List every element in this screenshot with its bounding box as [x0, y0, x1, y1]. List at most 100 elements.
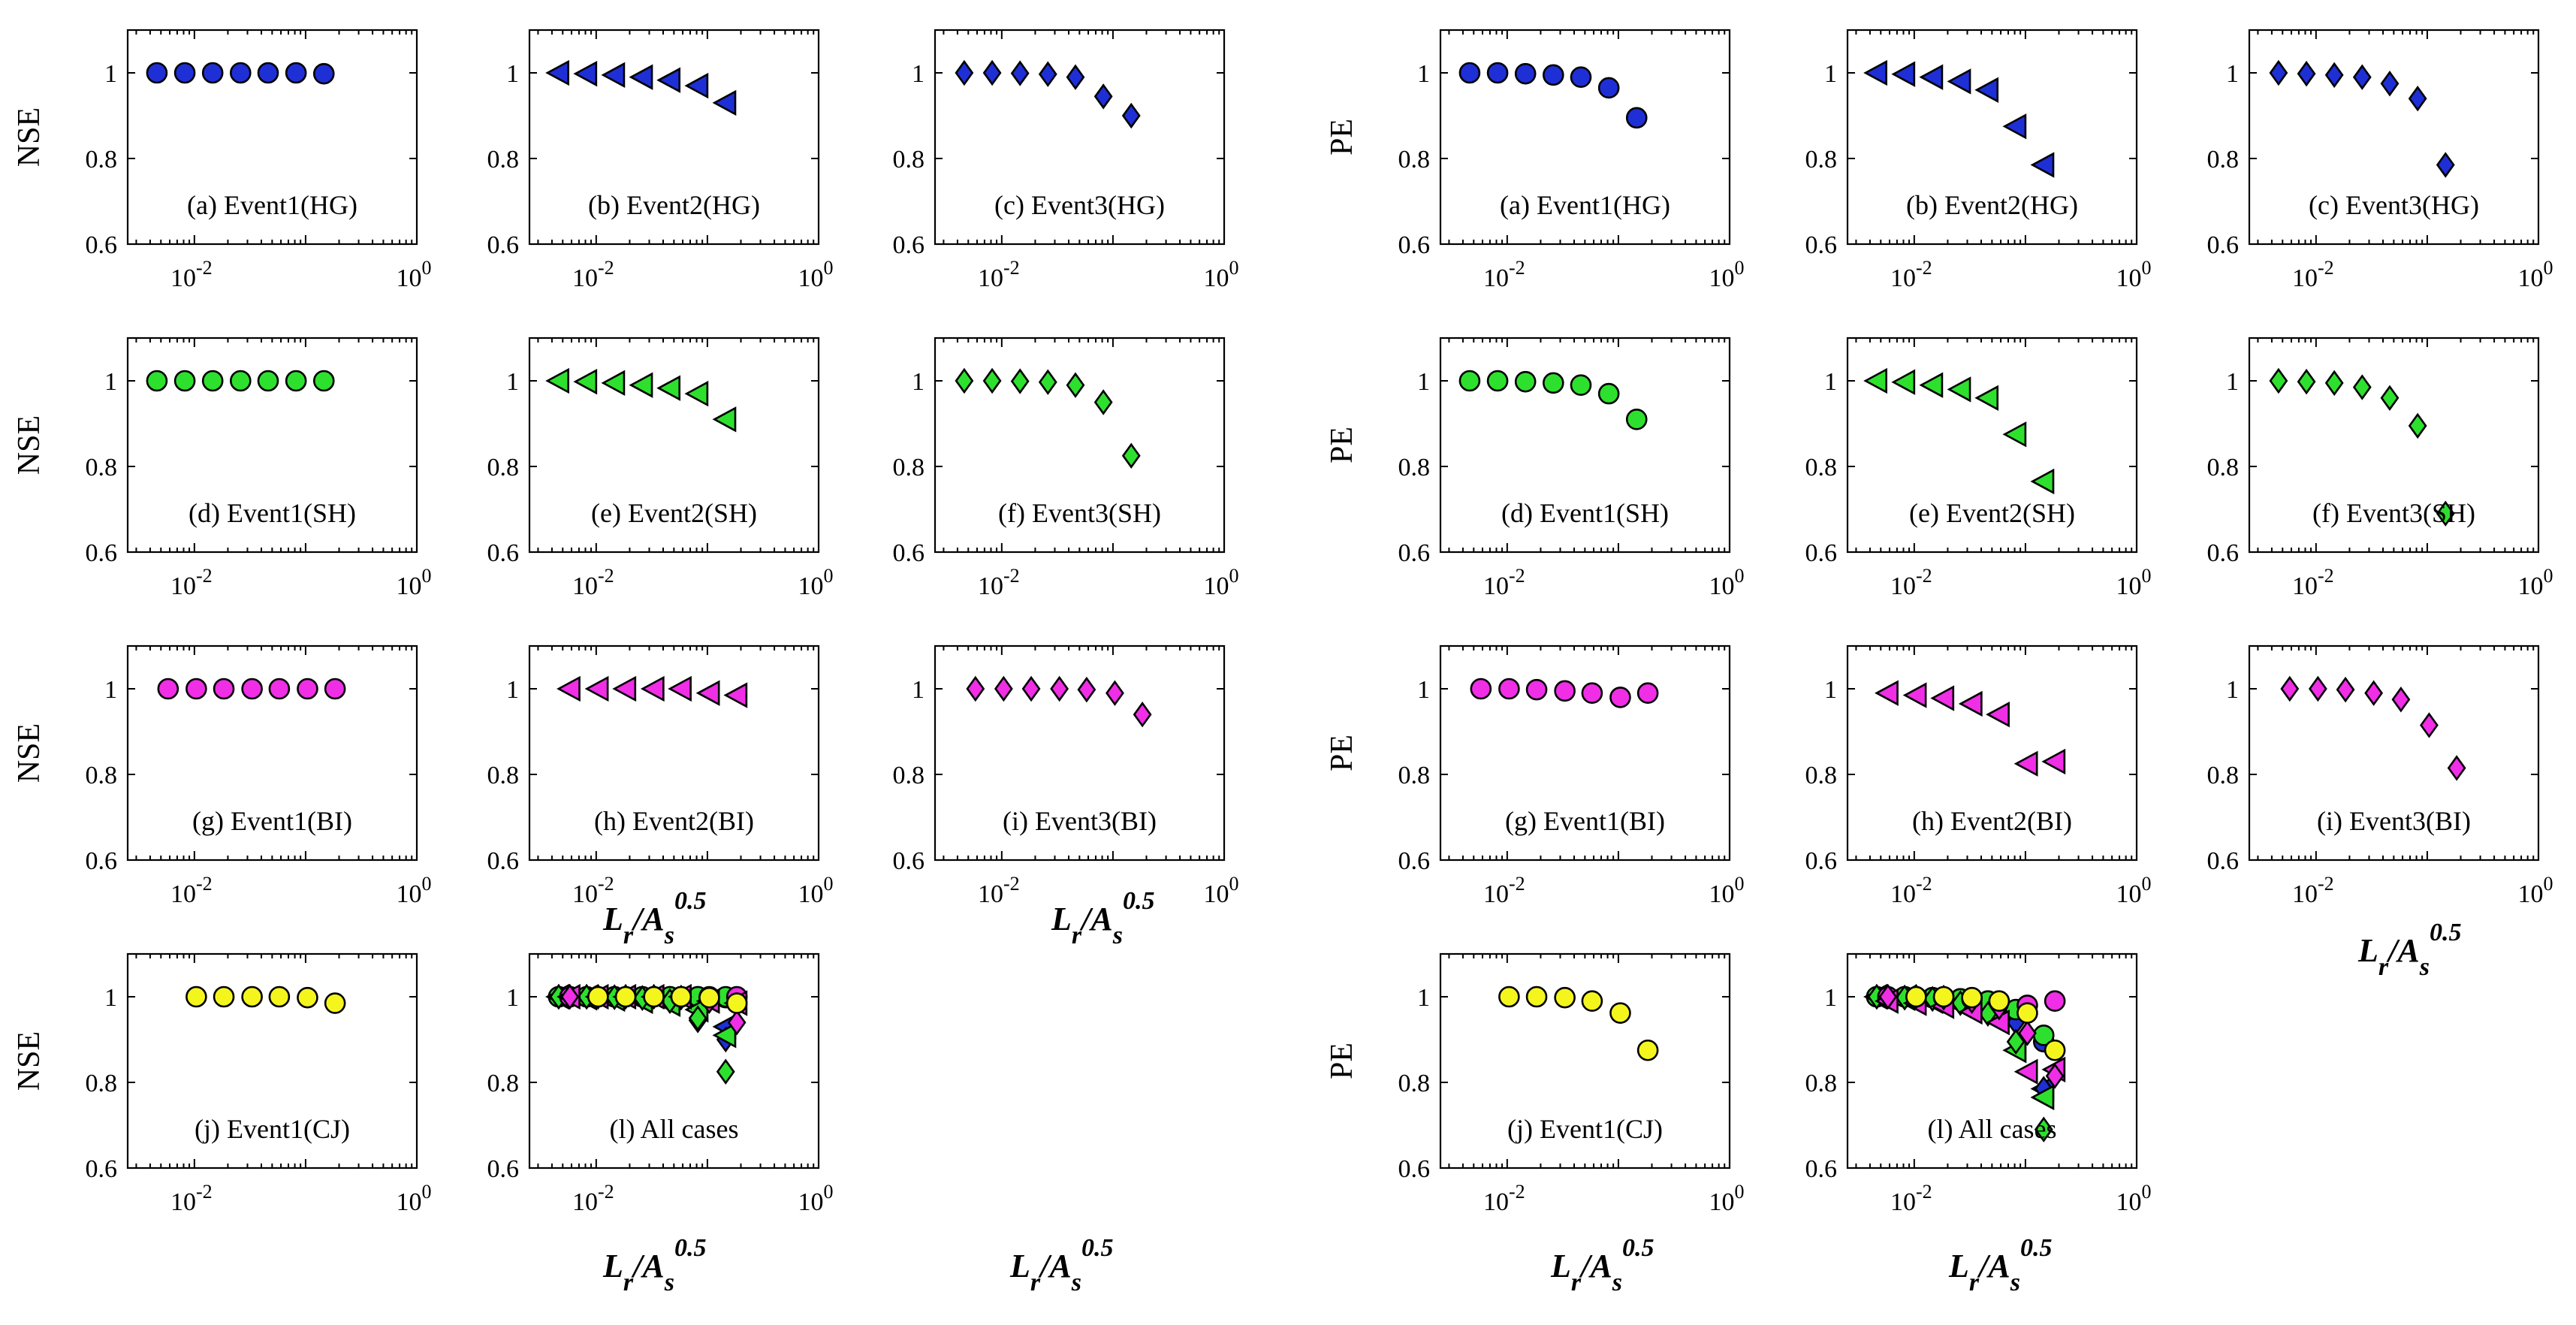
x-tick-exponent: 0 — [824, 257, 834, 279]
data-point-diamond — [2336, 676, 2355, 703]
panel-label: (f) Event3(SH) — [2312, 498, 2475, 528]
x-tick-exponent: -2 — [1003, 565, 1020, 587]
data-point-circle — [146, 370, 168, 392]
x-axis-label: Lr/As0.5 — [2357, 919, 2461, 981]
data-point-triangle-left — [1947, 376, 1971, 403]
x-tick-label: 10-2 — [572, 1181, 614, 1216]
data-point-diamond — [716, 1058, 735, 1085]
x-tick-base: 10 — [2292, 880, 2318, 908]
data-point-triangle-left — [1891, 369, 1916, 395]
data-point-diamond — [2408, 412, 2427, 439]
x-tick-exponent: -2 — [196, 257, 213, 279]
y-tick-label: 1 — [104, 984, 117, 1012]
x-tick-base: 10 — [1709, 1188, 1735, 1216]
data-point-circle — [297, 678, 318, 700]
data-point-circle — [241, 678, 263, 700]
panel-label: (h) Event2(BI) — [1912, 806, 2072, 836]
x-tick-exponent: -2 — [2318, 565, 2334, 587]
data-point-triangle-left — [2013, 1058, 2038, 1085]
x-tick-base: 10 — [1709, 572, 1735, 600]
x-tick-base: 10 — [1709, 264, 1735, 292]
y-tick-label: 1 — [1824, 676, 1837, 704]
data-point-triangle-left — [1974, 77, 1999, 103]
data-point-diamond — [1010, 60, 1030, 86]
panel-label: (g) Event1(BI) — [1505, 806, 1665, 836]
x-tick-label: 10-2 — [170, 257, 213, 292]
data-point-triangle-left — [684, 72, 709, 99]
y-tick-label: 0.6 — [86, 847, 118, 875]
x-tick-exponent: 0 — [1735, 873, 1745, 895]
y-axis-label: PE — [1325, 427, 1359, 463]
panel-label: (c) Event3(HG) — [994, 190, 1165, 220]
data-point-triangle-left — [695, 680, 720, 706]
data-point-diamond — [2352, 64, 2372, 90]
x-tick-base: 10 — [2116, 264, 2142, 292]
data-point-triangle-left — [640, 675, 665, 702]
y-tick-label: 0.6 — [893, 539, 925, 567]
xlabel-part-sub2: s — [1071, 1269, 1081, 1296]
data-point-circle — [285, 62, 307, 84]
y-tick-label: 1 — [1824, 60, 1837, 88]
y-axis-label: PE — [1325, 735, 1359, 771]
y-tick-label: 0.8 — [86, 762, 118, 789]
x-tick-exponent: 0 — [2142, 257, 2152, 279]
data-point-diamond — [955, 367, 974, 394]
data-point-diamond — [1121, 102, 1141, 129]
data-point-diamond — [1133, 701, 1152, 728]
y-tick-label: 0.8 — [86, 1070, 118, 1097]
x-tick-base: 10 — [2292, 264, 2318, 292]
xlabel-part-sup: 0.5 — [1622, 1234, 1654, 1262]
xlabel-part-sub1: r — [623, 922, 634, 949]
y-tick-label: 0.8 — [86, 454, 118, 481]
data-point-diamond — [2308, 675, 2327, 702]
y-tick-label: 1 — [2226, 368, 2239, 396]
data-point-triangle-left — [712, 1022, 737, 1049]
data-point-diamond — [727, 1009, 747, 1036]
data-point-circle — [213, 678, 235, 700]
data-point-circle — [268, 985, 291, 1008]
x-tick-exponent: 0 — [1735, 1181, 1745, 1203]
x-tick-exponent: -2 — [1509, 1181, 1525, 1203]
y-tick-label: 0.6 — [487, 1155, 520, 1183]
y-axis-label: NSE — [12, 107, 47, 167]
xlabel-part-mid: /A — [631, 901, 665, 937]
y-axis-label: NSE — [12, 723, 47, 783]
y-tick-label: 0.8 — [1805, 146, 1838, 174]
data-point-diamond — [1038, 61, 1057, 87]
xlabel-part-sub1: r — [623, 1269, 634, 1296]
x-tick-exponent: 0 — [422, 565, 432, 587]
y-tick-label: 0.6 — [487, 539, 520, 567]
x-tick-base: 10 — [1483, 572, 1509, 600]
x-tick-base: 10 — [798, 1188, 824, 1216]
data-point-circle — [2044, 990, 2066, 1012]
panel-label: (j) Event1(CJ) — [1507, 1114, 1663, 1144]
x-tick-exponent: -2 — [598, 565, 614, 587]
y-tick-label: 1 — [912, 368, 925, 396]
x-tick-base: 10 — [572, 1188, 598, 1216]
xlabel-part-sub2: s — [2419, 953, 2430, 981]
data-point-circle — [1570, 374, 1592, 397]
data-point-diamond — [2280, 675, 2300, 702]
x-tick-base: 10 — [170, 572, 196, 600]
data-point-circle — [670, 985, 692, 1008]
x-tick-exponent: -2 — [1509, 257, 1525, 279]
data-point-diamond — [982, 59, 1002, 86]
xlabel-part-sup: 0.5 — [674, 1234, 707, 1262]
data-point-triangle-left — [1958, 690, 1983, 717]
y-tick-label: 0.8 — [1398, 1070, 1431, 1097]
y-tick-label: 0.6 — [893, 231, 925, 259]
x-tick-exponent: -2 — [2318, 873, 2334, 895]
x-tick-base: 10 — [170, 880, 196, 908]
xlabel-part-sub1: r — [1571, 1269, 1582, 1296]
x-tick-exponent: 0 — [422, 257, 432, 279]
x-tick-base: 10 — [1483, 1188, 1509, 1216]
xlabel-part-sub1: r — [1072, 922, 1082, 949]
y-tick-label: 0.6 — [1398, 847, 1431, 875]
y-tick-label: 0.8 — [487, 762, 520, 789]
data-point-diamond — [2352, 374, 2372, 400]
y-tick-label: 0.6 — [1805, 1155, 1838, 1183]
